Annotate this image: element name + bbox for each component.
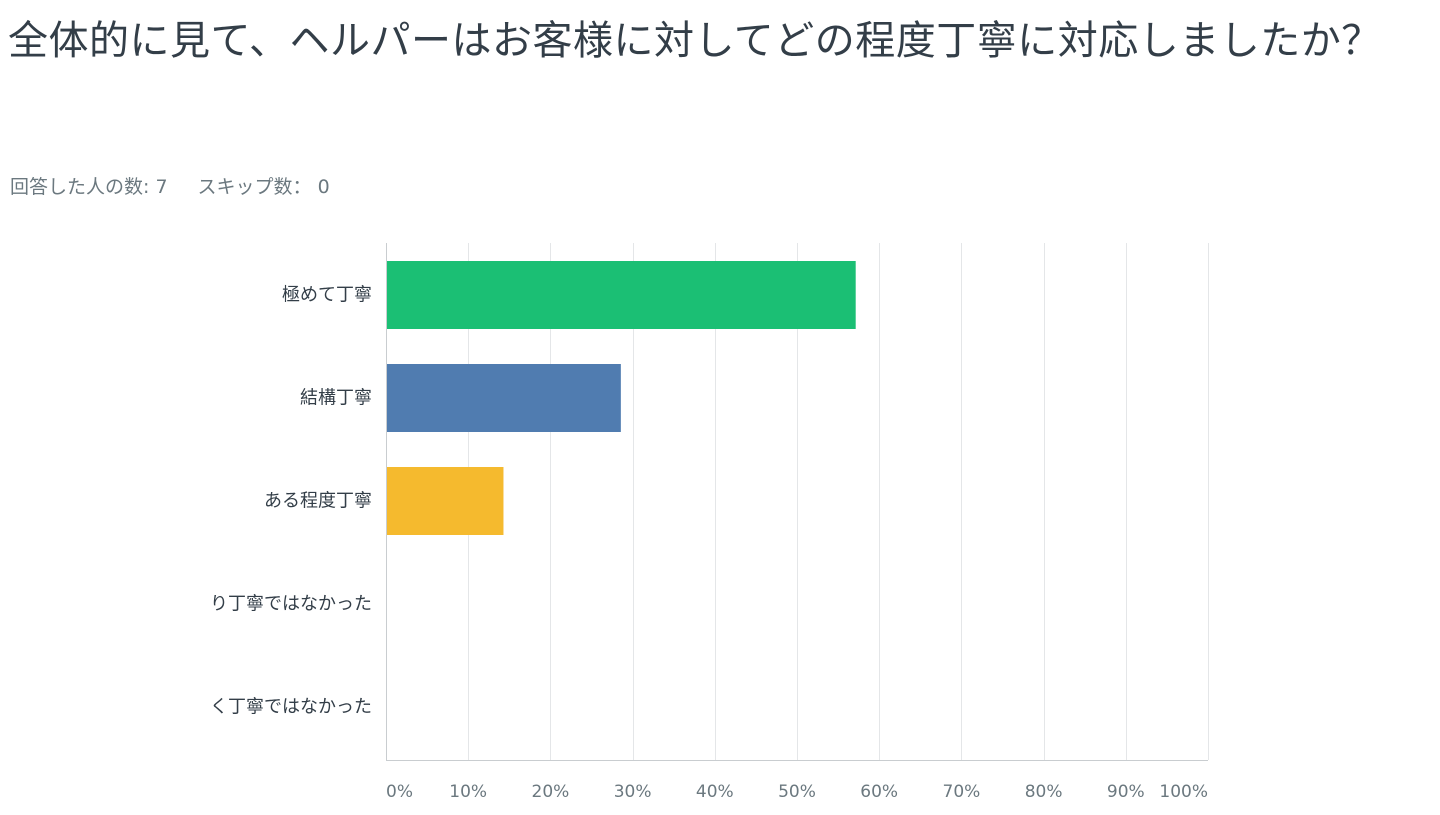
- x-tick-label: 0%: [386, 782, 413, 802]
- x-tick-label: 70%: [943, 782, 981, 802]
- x-tick-label: 10%: [449, 782, 487, 802]
- bar: [386, 467, 504, 535]
- x-tick-label: 50%: [778, 782, 816, 802]
- chart-bars: [386, 261, 856, 535]
- category-label: 結構丁寧: [300, 388, 372, 409]
- category-label: ある程度丁寧: [264, 491, 372, 512]
- category-label: く丁寧ではなかった: [210, 697, 372, 718]
- category-label: 極めて丁寧: [282, 285, 372, 306]
- chart-grid: [468, 243, 1209, 760]
- x-tick-label: 60%: [860, 782, 898, 802]
- x-tick-label: 80%: [1025, 782, 1063, 802]
- answered-count: 回答した人の数: 7: [10, 176, 168, 198]
- bar: [386, 364, 621, 432]
- x-tick-label: 30%: [614, 782, 652, 802]
- question-title: 全体的に見て、ヘルパーはお客様に対してどの程度丁寧に対応しましたか？: [8, 18, 1382, 64]
- chart-axis: [386, 243, 1208, 761]
- x-tick-label: 90%: [1107, 782, 1145, 802]
- x-tick-label: 20%: [532, 782, 570, 802]
- x-tick-label: 40%: [696, 782, 734, 802]
- tick-labels: 0% 10% 20% 30% 40% 50% 60% 70% 80% 90% 100%: [386, 782, 1208, 802]
- bar: [386, 261, 856, 329]
- x-tick-label: 100%: [1159, 782, 1208, 802]
- skipped-count: スキップ数： 0: [197, 176, 330, 198]
- category-label: り丁寧ではなかった: [210, 594, 372, 615]
- response-stats: 回答した人の数: 7 スキップ数： 0: [10, 172, 330, 199]
